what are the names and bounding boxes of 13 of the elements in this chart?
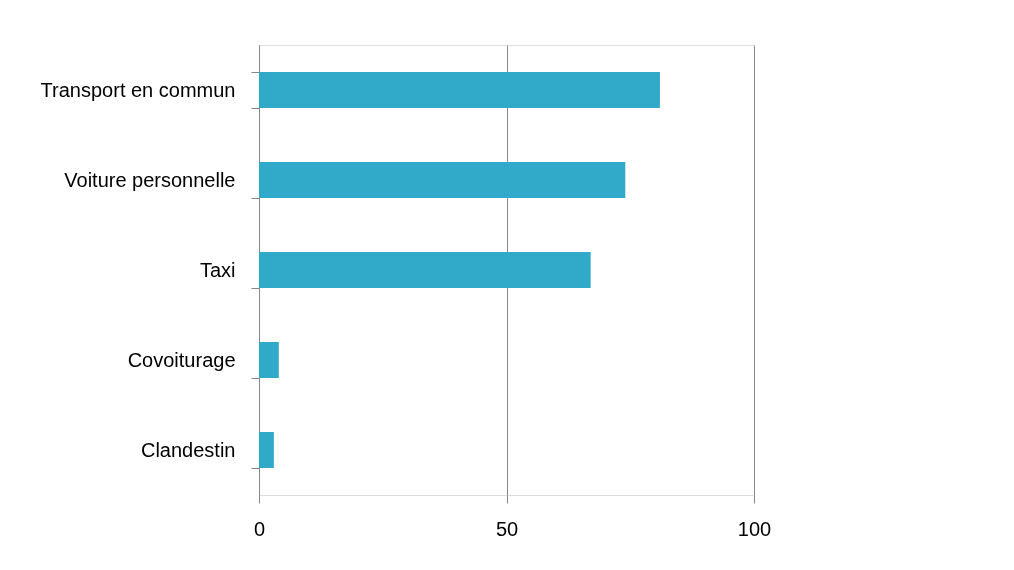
y-tick-label: Covoiturage xyxy=(127,348,236,371)
bar xyxy=(259,252,591,288)
bar xyxy=(259,162,626,198)
bar xyxy=(259,342,279,378)
y-tick-label: Transport en commun xyxy=(40,78,236,101)
x-tick-label: 50 xyxy=(495,517,519,540)
x-tick-label: 100 xyxy=(737,517,772,540)
y-tick-label: Clandestin xyxy=(140,438,236,461)
bar xyxy=(259,72,660,108)
x-tick-label: 0 xyxy=(253,517,266,540)
y-tick-label: Taxi xyxy=(199,258,236,281)
y-tick-label: Voiture personnelle xyxy=(64,168,236,191)
bar xyxy=(259,432,274,468)
